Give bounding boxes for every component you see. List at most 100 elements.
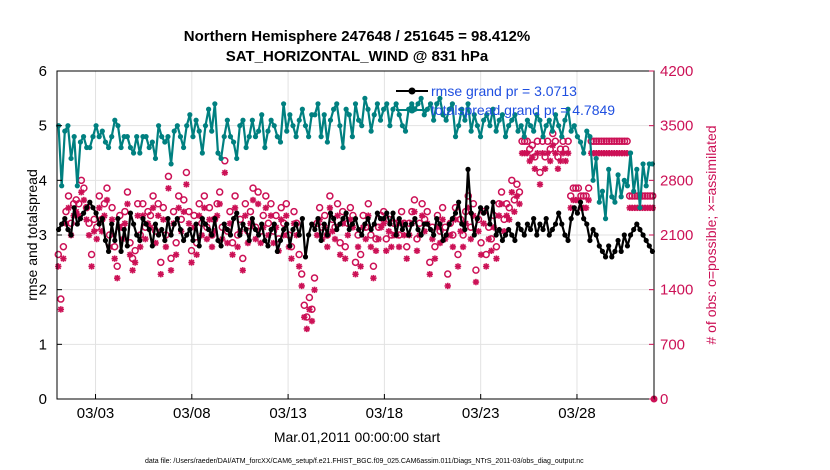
spread-point (387, 123, 393, 129)
obs-possible-point (326, 192, 334, 200)
obs-possible-point (264, 219, 273, 228)
rmse-point (218, 243, 224, 249)
obs-assimilated-point (375, 235, 382, 243)
rmse-point (59, 221, 65, 227)
rmse-point (481, 210, 487, 216)
spread-point (215, 150, 221, 156)
rmse-point (259, 221, 265, 227)
rmse-point (193, 221, 199, 227)
obs-assimilated-point (324, 243, 331, 251)
obs-assimilated-point (78, 189, 85, 196)
spread-point (593, 155, 599, 162)
obs-possible-point (508, 176, 516, 185)
obs-assimilated-point (231, 204, 239, 212)
obs-assimilated-point (336, 251, 344, 258)
rmse-point (571, 205, 577, 211)
y2-tick-label-6: 4200 (660, 63, 693, 80)
spread-point (340, 144, 346, 151)
spread-point (74, 183, 80, 189)
rmse-point (177, 226, 184, 233)
obs-assimilated-point (411, 208, 418, 215)
rmse-point (87, 199, 93, 205)
obs-possible-point (290, 207, 298, 216)
rmse-point (184, 232, 190, 238)
obs-possible-point (182, 168, 191, 177)
obs-assimilated-point (201, 204, 208, 212)
x-tick-label-5: 03/28 (558, 405, 596, 422)
rmse-point (631, 226, 637, 233)
obs-assimilated-point (295, 263, 303, 270)
spread-point (506, 123, 512, 129)
spread-point (274, 134, 280, 140)
rmse-point (159, 226, 165, 233)
spread-point (65, 123, 71, 129)
obs-assimilated-point (482, 263, 490, 270)
obs-possible-point (231, 192, 239, 200)
rmse-point (612, 248, 618, 254)
rmse-point (549, 226, 556, 233)
rmse-point (527, 226, 534, 233)
rmse-point (399, 226, 405, 233)
rmse-point (205, 226, 212, 233)
rmse-point (349, 221, 355, 227)
obs-possible-point (582, 192, 590, 200)
spread-point (87, 144, 93, 151)
rmse-point (90, 205, 96, 211)
rmse-point (356, 226, 362, 233)
obs-assimilated-point (313, 231, 321, 239)
obs-possible-point (195, 200, 203, 208)
spread-point (443, 117, 449, 123)
obs-possible-point (536, 168, 544, 177)
rmse-point (452, 210, 459, 216)
obs-possible-point (310, 274, 319, 282)
spread-point (584, 128, 590, 134)
rmse-point (593, 232, 599, 238)
obs-assimilated-point (160, 216, 167, 223)
spread-point (618, 194, 624, 200)
rmse-point (634, 221, 640, 227)
spread-point (402, 128, 409, 134)
rmse-point (293, 221, 299, 227)
spread-point (631, 188, 637, 194)
obs-assimilated-point (331, 235, 339, 243)
spread-point (596, 199, 602, 205)
obs-assimilated-point (96, 204, 103, 212)
obs-assimilated-point (367, 243, 375, 251)
obs-possible-point (146, 211, 155, 220)
legend-marker-rmse (408, 87, 416, 95)
y2-tick-label-1: 700 (660, 336, 685, 353)
obs-assimilated-point (559, 149, 567, 157)
spread-point (165, 134, 171, 140)
spread-point (249, 117, 255, 123)
spread-point (271, 123, 277, 129)
rmse-point (65, 226, 71, 233)
obs-assimilated-point (649, 204, 656, 212)
obs-assimilated-point (531, 165, 539, 173)
y2-tick-label-2: 1400 (660, 282, 693, 299)
obs-assimilated-point (242, 212, 249, 219)
obs-series (54, 129, 658, 403)
obs-possible-point (200, 192, 209, 200)
spread-point (296, 117, 302, 123)
spread-point (559, 134, 565, 140)
rmse-point (462, 226, 468, 233)
rmse-point (334, 226, 340, 233)
rmse-point (584, 221, 590, 227)
rmse-point (596, 243, 602, 249)
obs-assimilated-point (83, 216, 90, 223)
rmse-point (252, 226, 259, 233)
obs-possible-point (121, 207, 129, 216)
obs-assimilated-point (172, 251, 180, 258)
obs-assimilated-point (193, 251, 200, 258)
rmse-point (565, 237, 571, 244)
spread-point (427, 101, 434, 107)
spread-point (418, 95, 424, 101)
rmse-point (618, 248, 624, 254)
obs-possible-point (523, 137, 531, 146)
rmse-point (249, 216, 255, 222)
obs-assimilated-point (88, 263, 95, 270)
obs-assimilated-point (57, 306, 65, 313)
spread-point (318, 134, 324, 140)
spread-point (474, 123, 481, 129)
rmse-point (84, 205, 90, 211)
